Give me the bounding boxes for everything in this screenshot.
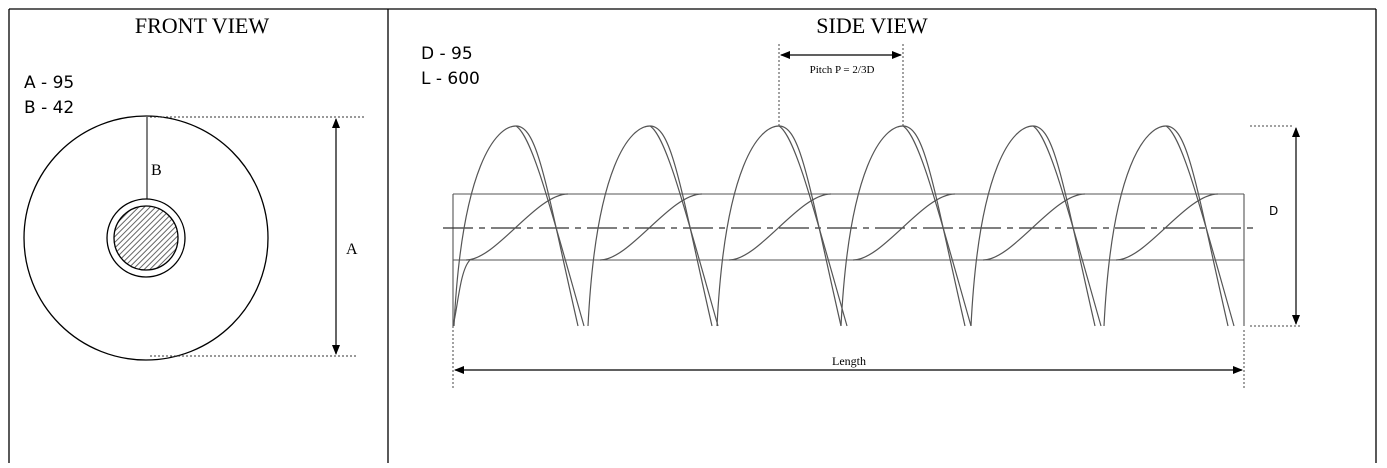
helix-root-3 bbox=[728, 193, 832, 261]
screw-shaft bbox=[452, 193, 1245, 328]
helix-flight-1 bbox=[453, 125, 579, 327]
helix-flight-edge-2 bbox=[649, 125, 719, 327]
dimension-b-value: B - 42 bbox=[24, 98, 74, 118]
helix-root-6 bbox=[1115, 193, 1219, 261]
helix-flight-2 bbox=[587, 125, 713, 327]
dimension-a-value: A - 95 bbox=[24, 73, 74, 93]
dimension-l-value: L - 600 bbox=[421, 69, 480, 89]
side-view-panel: SIDE VIEW D - 95 L - 600 Pitch P = 2/3D … bbox=[421, 13, 1300, 390]
helix-flights bbox=[452, 125, 1235, 327]
pitch-label: Pitch P = 2/3D bbox=[810, 64, 875, 76]
front-view-title: FRONT VIEW bbox=[135, 13, 269, 38]
helix-flight-5 bbox=[970, 125, 1096, 327]
table-frame bbox=[8, 8, 1377, 463]
helix-root-1 bbox=[465, 193, 569, 261]
helix-start-cap bbox=[452, 259, 471, 327]
helix-flight-edge-3 bbox=[778, 125, 848, 327]
radius-b-label: B bbox=[151, 162, 162, 179]
helix-flight-3 bbox=[716, 125, 842, 327]
helix-root-2 bbox=[599, 193, 703, 261]
helix-flight-4 bbox=[840, 125, 966, 327]
dimension-d-label: D bbox=[1269, 204, 1278, 218]
helix-flight-edge-5 bbox=[1032, 125, 1102, 327]
shaft-outer-ring bbox=[106, 198, 186, 278]
front-view-panel: FRONT VIEW A - 95 B - 42 B A bbox=[23, 13, 366, 361]
helix-root-5 bbox=[982, 193, 1086, 261]
helix-root-4 bbox=[852, 193, 956, 261]
dimension-a-label: A bbox=[346, 241, 358, 258]
helix-flight-edge-1 bbox=[515, 125, 585, 327]
helix-flight-edge-4 bbox=[902, 125, 972, 327]
length-label: Length bbox=[832, 354, 866, 368]
helix-flight-edge-6 bbox=[1165, 125, 1235, 327]
side-view-title: SIDE VIEW bbox=[816, 13, 928, 38]
shaft-hatched-core bbox=[113, 205, 179, 271]
dimension-d-value: D - 95 bbox=[421, 44, 473, 64]
helix-flight-6 bbox=[1103, 125, 1229, 327]
outer-flight-circle bbox=[23, 115, 269, 361]
